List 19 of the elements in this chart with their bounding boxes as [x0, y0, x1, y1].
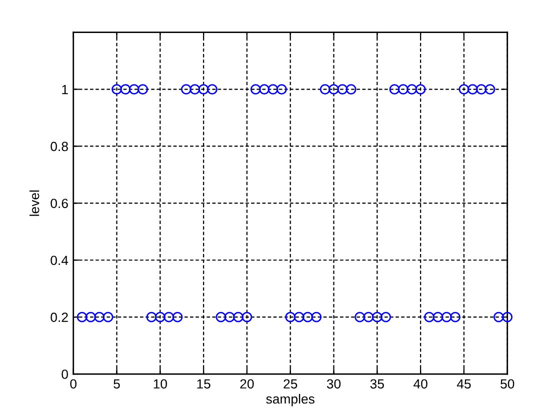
y-tick-label: 0.4	[50, 256, 68, 266]
y-tick-label: 0.6	[50, 198, 68, 208]
x-tick-label: 5	[114, 379, 120, 389]
x-tick-label: 25	[284, 379, 298, 389]
y-axis-title: level	[30, 190, 40, 216]
x-tick-label: 20	[240, 379, 254, 389]
x-tick-label: 45	[456, 379, 471, 389]
x-tick-label: 40	[414, 379, 428, 389]
x-tick-label: 30	[326, 379, 341, 389]
y-tick-label: 0.8	[50, 142, 68, 152]
x-tick-label: 10	[154, 379, 167, 389]
y-tick-label: 0.2	[50, 312, 68, 322]
x-tick-label: 35	[370, 379, 384, 389]
x-tick-label: 0	[70, 379, 77, 389]
x-tick-label: 15	[197, 379, 210, 389]
x-axis-title: samples	[266, 394, 314, 406]
y-tick-label: 1	[62, 84, 68, 94]
y-tick-label: 0	[62, 370, 68, 379]
x-tick-label: 50	[500, 379, 514, 389]
